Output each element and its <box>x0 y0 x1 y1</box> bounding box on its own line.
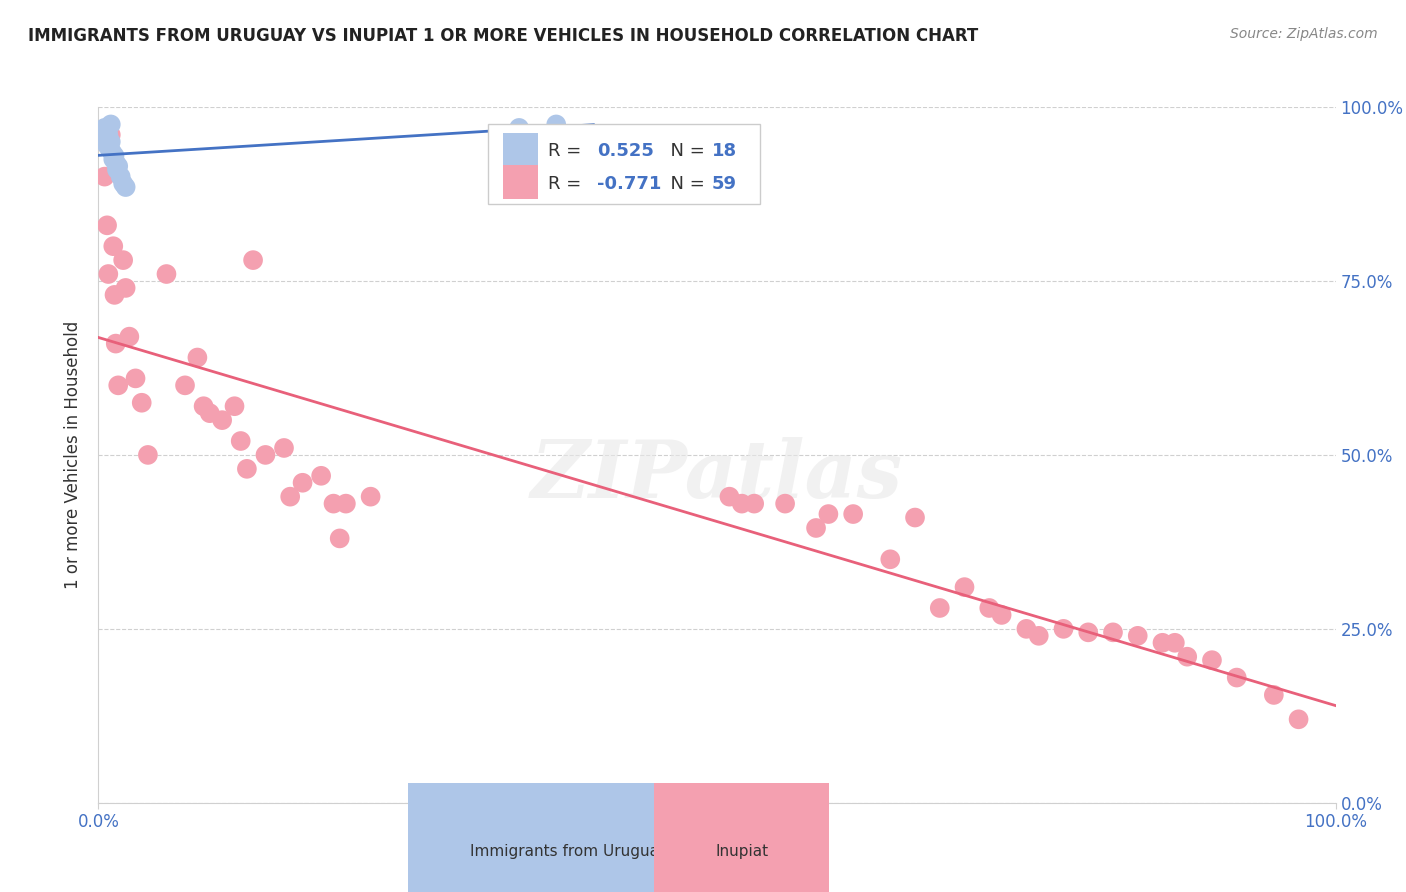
Point <box>97 267 120 281</box>
Point <box>107 378 129 392</box>
Point <box>254 448 277 462</box>
Point <box>93 120 115 135</box>
Point <box>105 162 128 177</box>
Point <box>118 329 141 343</box>
Text: N =: N = <box>659 175 710 193</box>
Point <box>1126 629 1149 643</box>
Point <box>193 399 215 413</box>
Point <box>1263 688 1285 702</box>
Point <box>742 497 765 511</box>
Text: 0.525: 0.525 <box>598 142 654 160</box>
Point <box>98 142 121 156</box>
Text: Inupiat: Inupiat <box>716 845 768 859</box>
Point <box>100 128 122 142</box>
Text: IMMIGRANTS FROM URUGUAY VS INUPIAT 1 OR MORE VEHICLES IN HOUSEHOLD CORRELATION C: IMMIGRANTS FROM URUGUAY VS INUPIAT 1 OR … <box>28 27 979 45</box>
Point <box>104 155 127 169</box>
Point <box>1175 649 1198 664</box>
Point <box>100 135 122 149</box>
Point <box>842 507 865 521</box>
Y-axis label: 1 or more Vehicles in Household: 1 or more Vehicles in Household <box>65 321 83 589</box>
Point <box>804 521 827 535</box>
Point <box>1028 629 1050 643</box>
Text: N =: N = <box>659 142 710 160</box>
Point <box>322 497 344 511</box>
Point <box>1015 622 1038 636</box>
Point <box>131 396 153 410</box>
Point <box>273 441 295 455</box>
Text: 18: 18 <box>711 142 737 160</box>
FancyBboxPatch shape <box>488 124 761 204</box>
Point <box>112 253 135 268</box>
Point <box>360 490 382 504</box>
Point <box>1052 622 1074 636</box>
Point <box>1102 625 1125 640</box>
Text: Immigrants from Uruguay: Immigrants from Uruguay <box>470 845 668 859</box>
Point <box>1152 636 1174 650</box>
Point <box>93 131 115 145</box>
Point <box>718 490 741 504</box>
Point <box>309 468 332 483</box>
Point <box>1288 712 1310 726</box>
Text: -0.771: -0.771 <box>598 175 661 193</box>
Point <box>1201 653 1223 667</box>
Point <box>1164 636 1187 650</box>
Text: ZIPatlas: ZIPatlas <box>531 437 903 515</box>
Point <box>1077 625 1099 640</box>
Text: R =: R = <box>547 175 586 193</box>
Point <box>278 490 301 504</box>
Point <box>731 497 754 511</box>
Point <box>107 159 129 173</box>
Point <box>904 510 927 524</box>
Point <box>136 448 159 462</box>
Point <box>335 497 357 511</box>
Point <box>211 413 233 427</box>
Point <box>198 406 221 420</box>
Point <box>928 601 950 615</box>
Point <box>186 351 208 365</box>
Point <box>103 239 125 253</box>
Point <box>103 152 125 166</box>
Point <box>103 149 125 163</box>
Point <box>990 607 1012 622</box>
FancyBboxPatch shape <box>503 133 537 166</box>
Point <box>96 219 118 233</box>
Text: R =: R = <box>547 142 586 160</box>
Point <box>224 399 246 413</box>
Point <box>110 169 132 184</box>
Point <box>100 117 122 131</box>
Point <box>242 253 264 268</box>
Point <box>329 532 352 546</box>
Point <box>97 128 120 142</box>
Point <box>112 177 135 191</box>
Point <box>508 120 530 135</box>
Point <box>155 267 177 281</box>
Point <box>104 336 127 351</box>
Point <box>773 497 796 511</box>
Point <box>236 462 259 476</box>
Point <box>93 169 115 184</box>
Point <box>979 601 1001 615</box>
Point <box>229 434 252 448</box>
Point <box>953 580 976 594</box>
FancyBboxPatch shape <box>503 166 537 199</box>
Text: Source: ZipAtlas.com: Source: ZipAtlas.com <box>1230 27 1378 41</box>
Point <box>817 507 839 521</box>
Point <box>96 138 118 153</box>
Point <box>174 378 197 392</box>
Point <box>879 552 901 566</box>
Point <box>101 145 124 160</box>
Point <box>1226 671 1249 685</box>
Point <box>291 475 314 490</box>
Point <box>124 371 146 385</box>
Text: 59: 59 <box>711 175 737 193</box>
Point <box>103 288 125 302</box>
Point <box>546 117 568 131</box>
Point <box>114 281 136 295</box>
Point <box>114 180 136 194</box>
